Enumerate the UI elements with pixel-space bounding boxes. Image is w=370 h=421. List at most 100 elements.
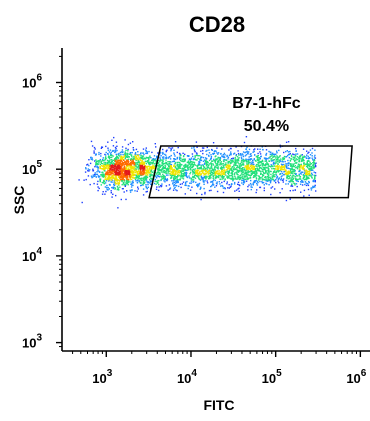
event-point: [306, 170, 308, 172]
event-point: [219, 158, 221, 160]
event-point: [229, 159, 232, 161]
event-point: [133, 149, 135, 151]
event-point: [145, 147, 147, 149]
event-point: [214, 186, 216, 188]
event-point: [155, 171, 157, 174]
event-point: [196, 185, 199, 187]
event-point: [125, 147, 127, 149]
event-point: [287, 174, 289, 176]
event-point: [213, 170, 215, 173]
event-point: [258, 170, 260, 172]
event-point: [208, 176, 211, 179]
event-point: [174, 141, 177, 143]
event-point: [126, 159, 128, 161]
event-point: [119, 186, 121, 188]
event-point: [155, 162, 157, 164]
event-point: [159, 158, 161, 160]
event-point: [290, 164, 293, 167]
event-point: [243, 179, 245, 181]
event-point: [263, 167, 265, 169]
event-point: [145, 171, 148, 174]
event-point: [205, 172, 207, 174]
event-point: [142, 148, 145, 150]
event-point: [269, 176, 271, 178]
event-point: [272, 165, 274, 167]
event-point: [205, 160, 207, 162]
event-point: [158, 167, 160, 169]
event-point: [200, 150, 202, 152]
event-point: [164, 176, 166, 178]
event-point: [133, 167, 135, 169]
event-point: [239, 154, 242, 156]
event-point: [161, 178, 163, 180]
event-point: [200, 186, 202, 188]
event-point: [160, 179, 162, 181]
event-point: [146, 160, 148, 163]
event-point: [270, 155, 273, 157]
event-point: [217, 162, 219, 164]
event-point: [275, 168, 277, 170]
event-point: [109, 184, 111, 186]
event-point: [143, 169, 145, 171]
event-point: [107, 156, 110, 158]
event-point: [106, 161, 108, 164]
event-point: [255, 173, 257, 175]
event-point: [188, 175, 190, 177]
event-point: [222, 164, 224, 167]
event-point: [190, 182, 192, 184]
event-point: [284, 164, 286, 166]
event-point: [147, 171, 149, 173]
event-point: [261, 163, 264, 165]
event-point: [194, 155, 196, 157]
event-point: [136, 182, 139, 184]
event-point: [265, 170, 267, 172]
event-point: [240, 156, 243, 158]
event-point: [265, 163, 267, 165]
event-point: [149, 161, 151, 163]
event-point: [268, 174, 270, 176]
event-point: [113, 169, 115, 171]
event-point: [193, 158, 195, 160]
event-point: [303, 189, 306, 192]
event-point: [236, 172, 238, 174]
event-point: [248, 162, 250, 164]
event-point: [205, 161, 208, 163]
event-point: [116, 169, 118, 171]
event-point: [143, 172, 145, 175]
event-point: [240, 153, 242, 155]
event-point: [233, 165, 235, 167]
event-point: [130, 183, 132, 185]
event-point: [123, 176, 125, 178]
event-point: [184, 158, 186, 160]
event-point: [189, 161, 192, 164]
event-point: [224, 159, 226, 161]
event-point: [305, 165, 308, 168]
event-point: [110, 181, 112, 183]
event-point: [296, 153, 299, 155]
event-point: [239, 166, 241, 168]
event-point: [133, 171, 135, 173]
event-point: [303, 174, 305, 177]
event-point: [265, 154, 267, 156]
event-point: [266, 162, 268, 165]
event-point: [293, 170, 295, 172]
event-point: [93, 152, 95, 154]
event-point: [312, 186, 314, 189]
event-point: [203, 176, 205, 179]
event-point: [244, 172, 246, 174]
event-point: [268, 179, 271, 181]
event-point: [137, 176, 139, 179]
event-point: [247, 166, 249, 168]
event-point: [287, 159, 289, 162]
event-point: [187, 160, 190, 162]
event-point: [104, 167, 106, 169]
event-point: [301, 154, 303, 156]
event-point: [165, 179, 167, 181]
event-point: [167, 174, 169, 176]
event-point: [219, 156, 222, 159]
event-point: [140, 164, 143, 167]
event-point: [226, 167, 229, 169]
event-point: [171, 175, 173, 177]
event-point: [231, 173, 233, 176]
event-point: [127, 163, 129, 166]
